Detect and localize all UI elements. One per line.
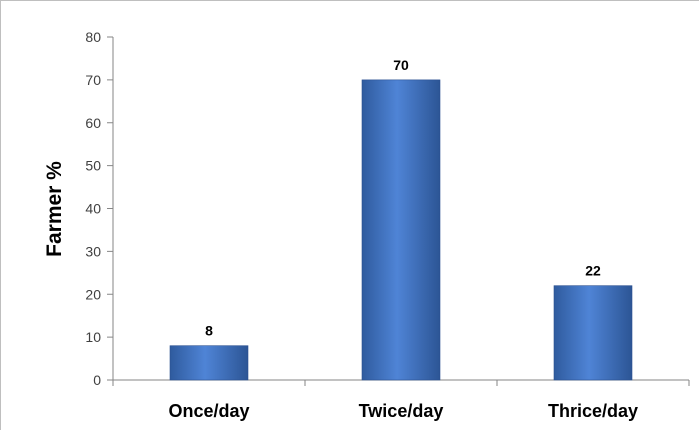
y-tick-label: 70: [85, 72, 101, 88]
x-category-label: Once/day: [168, 401, 249, 421]
y-tick-label: 80: [85, 29, 101, 45]
bar: [169, 345, 249, 381]
y-tick-label: 0: [93, 372, 101, 388]
bar-data-label: 70: [393, 57, 409, 73]
bars: 8 70 22: [169, 57, 633, 381]
y-axis: 0 10 20 30 40 50 60 70 80: [85, 29, 114, 388]
y-tick-label: 60: [85, 115, 101, 131]
x-category-label: Thrice/day: [548, 401, 638, 421]
y-tick-label: 10: [85, 329, 101, 345]
y-tick-label: 20: [85, 286, 101, 302]
x-category-label: Twice/day: [359, 401, 444, 421]
bar-data-label: 8: [205, 323, 213, 339]
bar: [553, 285, 633, 381]
y-tick-label: 50: [85, 158, 101, 174]
bar: [361, 79, 441, 381]
y-tick-label: 30: [85, 243, 101, 259]
bar-data-label: 22: [585, 263, 601, 279]
y-axis-label: Farmer %: [43, 161, 66, 257]
y-tick-label: 40: [85, 201, 101, 217]
x-axis: Once/day Twice/day Thrice/day: [112, 379, 690, 421]
